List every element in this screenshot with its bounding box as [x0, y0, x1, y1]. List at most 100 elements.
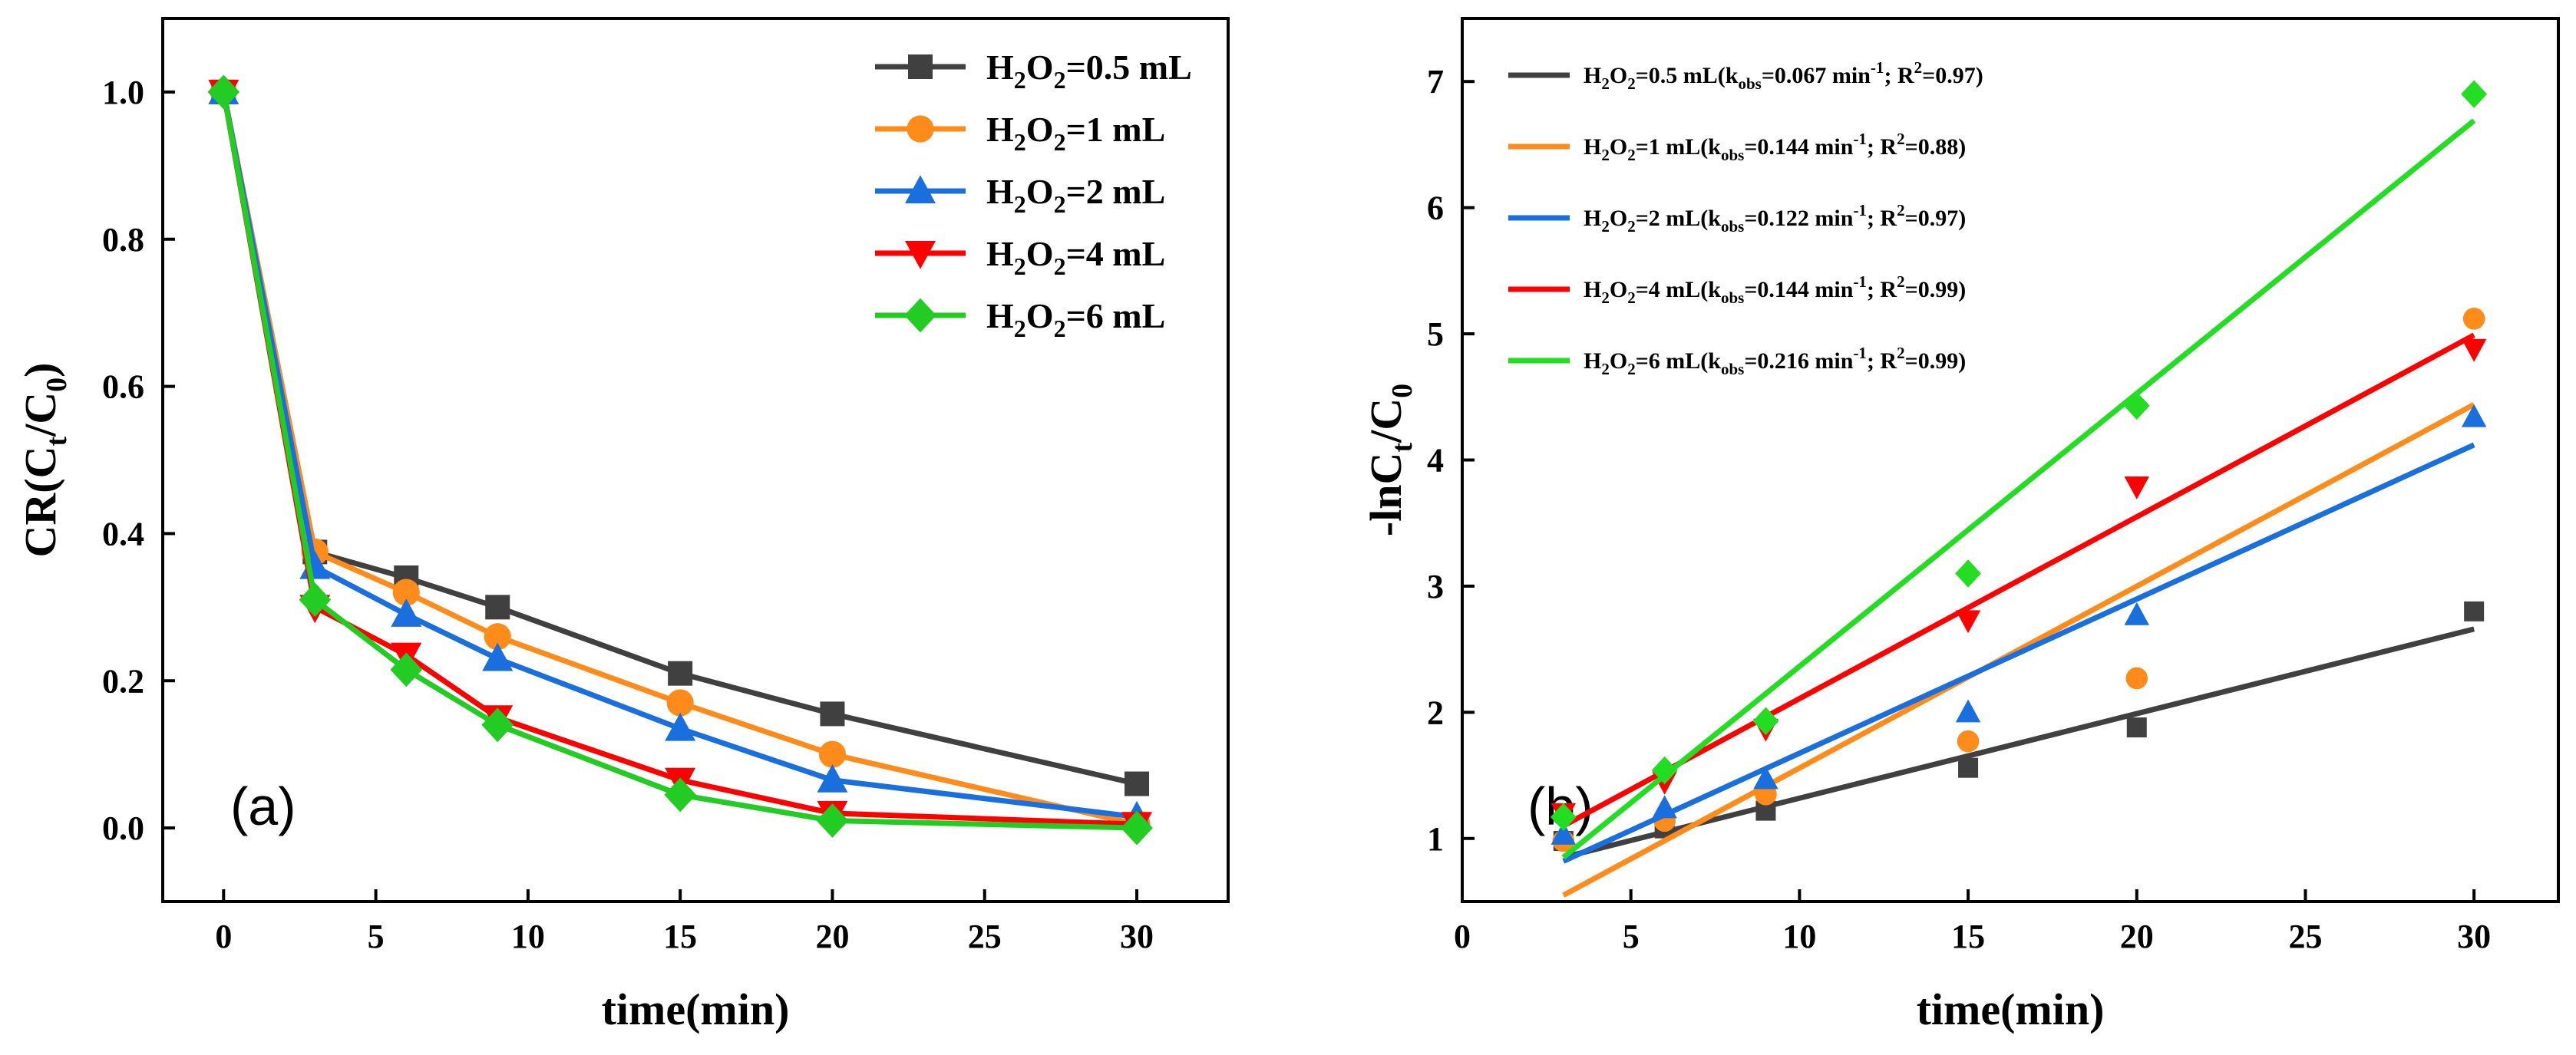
text-part: =4 mL: [1066, 234, 1166, 273]
data-point: [666, 689, 694, 717]
data-point: [1652, 795, 1677, 819]
text-part: =0.122 min: [1744, 206, 1853, 231]
data-point: [1121, 810, 1153, 846]
legend-label: H2O2=6 mL(kobs=0.216 min-1; R2=0.99): [1584, 344, 1966, 378]
text-part: obs: [1721, 217, 1744, 236]
data-point: [668, 661, 693, 686]
x-axis: 0 5 10 15 20 25 30: [215, 889, 1154, 955]
y-tick-label: 0.0: [102, 809, 144, 847]
data-point: [2464, 601, 2485, 621]
data-point: [2124, 602, 2150, 625]
data-point: [1125, 771, 1150, 796]
text-part: O: [1026, 48, 1054, 87]
text-part: =0.067 min: [1762, 63, 1871, 88]
x-tick-label: 5: [1623, 918, 1640, 955]
text-part: ; R: [1867, 277, 1897, 302]
x-tick-label: 20: [815, 918, 849, 955]
legend-item: H2O2=0.5 mL: [875, 48, 1192, 94]
text-part: CR(C: [15, 447, 65, 558]
text-part: 2: [1601, 217, 1610, 236]
text-part: =2 mL(k: [1636, 206, 1722, 231]
legend-item: H2O2=1 mL(kobs=0.144 min-1; R2=0.88): [1508, 130, 1966, 164]
text-part: obs: [1721, 360, 1744, 378]
text-part: 2: [1601, 360, 1610, 378]
panel-a: 0 5 10 15 20 25 300.00.20.40.60.81.0time(min)C…: [15, 17, 1230, 1034]
series-4: [1550, 80, 2488, 860]
text-part: =0.99): [1905, 348, 1967, 374]
series-1: [1552, 308, 2485, 898]
text-part: 2: [1054, 66, 1066, 94]
legend-label: H2O2=2 mL(kobs=0.122 min-1; R2=0.97): [1584, 201, 1966, 236]
data-point: [820, 701, 845, 727]
text-part: O: [1610, 348, 1627, 374]
text-part: 2: [1897, 201, 1905, 219]
legend-label: H2O2=0.5 mL(kobs=0.067 min-1; R2=0.97): [1584, 58, 1983, 93]
text-part: 2: [1897, 130, 1905, 148]
fit-line: [1562, 626, 2475, 860]
data-point: [816, 803, 849, 838]
text-part: O: [1610, 277, 1627, 302]
text-part: -1: [1853, 201, 1867, 219]
legend-item: H2O2=6 mL(kobs=0.216 min-1; R2=0.99): [1508, 344, 1966, 378]
legend-marker: [907, 115, 934, 143]
legend-label: H2O2=0.5 mL: [986, 48, 1192, 94]
text-part: 2: [1627, 360, 1636, 378]
text-part: 2: [1054, 315, 1066, 342]
data-point: [1551, 821, 1577, 845]
data-point: [2123, 391, 2150, 420]
data-point: [2126, 717, 2147, 738]
text-part: -1: [1853, 344, 1867, 362]
data-point: [392, 579, 420, 606]
plot-frame: [161, 17, 1230, 903]
x-tick-label: 30: [2457, 918, 2491, 955]
x-tick-label: 25: [968, 918, 1002, 955]
legend-item: H2O2=2 mL: [875, 172, 1165, 218]
text-part: =6 mL: [1066, 296, 1166, 335]
y-tick-label: 0.4: [102, 515, 144, 552]
data-point: [2461, 338, 2487, 362]
legend-label: H2O2=1 mL: [986, 110, 1165, 156]
data-point: [481, 707, 514, 743]
text-part: 2: [1601, 74, 1610, 93]
y-tick-label: 0.2: [102, 662, 144, 700]
legend-marker: [904, 298, 936, 333]
text-part: -lnC: [1361, 453, 1411, 537]
legend-label: H2O2=4 mL: [986, 234, 1165, 280]
data-point: [1651, 756, 1678, 785]
text-part: H: [986, 234, 1014, 273]
data-point: [1550, 803, 1577, 832]
data-point: [1752, 707, 1779, 736]
data-point: [484, 623, 511, 651]
x-tick-label: 25: [2288, 918, 2322, 955]
legend-label: H2O2=1 mL(kobs=0.144 min-1; R2=0.88): [1584, 130, 1966, 164]
text-part: =4 mL(k: [1636, 277, 1722, 302]
text-part: O: [1026, 296, 1054, 335]
data-point: [2462, 308, 2485, 330]
panel-label: (a): [230, 776, 296, 836]
y-axis-title: CR(Ct/C0): [15, 363, 73, 558]
data-point: [1955, 610, 1981, 634]
text-part: =0.216 min: [1744, 348, 1853, 374]
text-part: 2: [1897, 344, 1905, 362]
data-point: [391, 598, 422, 627]
y-tick-label: 5: [1427, 315, 1444, 353]
text-part: t: [41, 437, 73, 447]
text-part: =1 mL(k: [1636, 134, 1722, 160]
text-part: 2: [1897, 272, 1905, 291]
legend: H2O2=0.5 mL(kobs=0.067 min-1; R2=0.97)H2…: [1508, 58, 1983, 378]
y-tick-label: 6: [1427, 190, 1444, 227]
text-part: O: [1610, 134, 1627, 160]
data-point: [1955, 559, 1981, 588]
y-tick-label: 3: [1427, 568, 1444, 605]
fit-line: [1562, 402, 2475, 898]
text-part: 2: [1601, 146, 1610, 164]
data-point: [2125, 667, 2148, 690]
text-part: -1: [1871, 58, 1884, 77]
text-part: H: [1584, 348, 1601, 374]
legend-item: H2O2=4 mL: [875, 234, 1165, 280]
text-part: H: [1584, 63, 1601, 88]
x-tick-label: 5: [368, 918, 385, 955]
data-point: [482, 642, 514, 671]
legend-label: H2O2=2 mL: [986, 172, 1165, 218]
y-axis-title: -lnCt/C0: [1361, 384, 1418, 536]
